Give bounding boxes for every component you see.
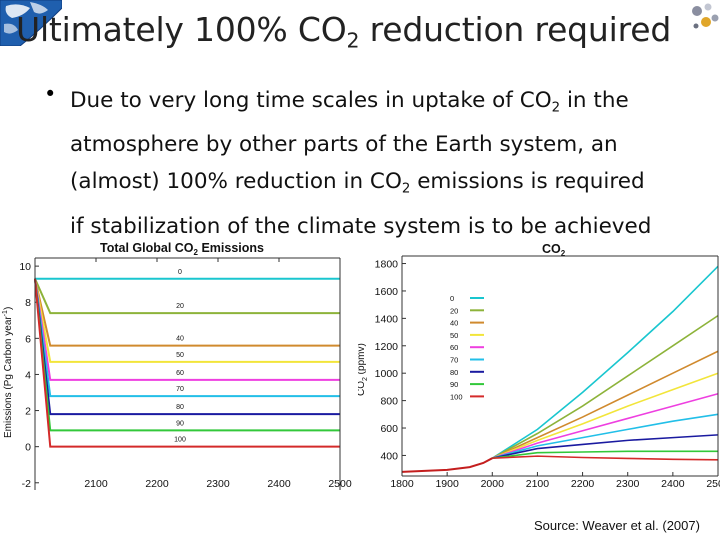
co2-series-line-40 [491,350,719,459]
y-tick-label: 1800 [375,259,399,271]
legend-label: 60 [450,343,458,352]
bullet-text: Due to very long time scales in uptake o… [70,82,700,245]
planets-logo-icon [692,3,719,29]
co2-series-line-0 [491,265,719,459]
x-tick-label: 2300 [206,478,230,490]
x-tick-label: 1800 [390,478,414,490]
y-tick-label: -2 [22,478,31,490]
y-tick-label: 8 [25,297,31,309]
y-tick-label: 6 [25,333,31,345]
co2-series-line-20 [491,314,719,459]
bullet-line-1: Due to very long time scales in uptake o… [70,88,629,116]
emissions-series-label: 20 [176,303,184,310]
bullet-line-3: (almost) 100% reduction in CO2 emissions… [70,169,645,197]
legend-label: 40 [450,319,458,328]
y-tick-label: 1600 [375,286,399,298]
y-tick-label: 1400 [375,313,399,325]
co2-series-line-50 [491,372,719,459]
x-tick-label: 2200 [145,478,169,490]
y-tick-label: 1000 [375,368,399,380]
x-tick-label: 2300 [616,478,640,490]
y-tick-label: 400 [380,450,398,462]
co2-concentration-chart: CO2 CO2 (ppmv) 1800160014001200100080060… [358,242,720,490]
emissions-series-label: 50 [176,352,184,359]
emissions-series-line-20 [34,278,340,315]
co2-historical-line [401,457,493,473]
emissions-series-label: 70 [176,386,184,393]
emissions-series-label: 0 [178,269,182,276]
legend-label: 70 [450,356,458,365]
co2-chart-title: CO2 [542,242,566,258]
co2-y-axis-label: CO2 (ppmv) [358,343,369,396]
y-tick-label: 0 [25,442,31,454]
x-tick-label: 1900 [435,478,459,490]
legend-label: 100 [450,392,463,401]
slide-title: Ultimately 100% CO2 reduction required [16,10,672,53]
y-tick-label: 800 [380,396,398,408]
co2-series-line-80 [492,434,719,459]
y-tick-label: 1200 [375,341,399,353]
x-tick-label: 2000 [481,478,505,490]
x-tick-label: 2100 [526,478,550,490]
co2-series-line-100 [492,455,719,461]
emissions-chart: Total Global CO2 Emissions Emissions (Pg… [2,241,352,490]
emissions-series-label: 90 [176,420,184,427]
legend-label: 90 [450,380,458,389]
bullet-dot-icon: • [44,82,57,106]
bullet-line-2: atmosphere by other parts of the Earth s… [70,132,618,158]
y-tick-label: 2 [25,406,31,418]
x-tick-label: 2400 [661,478,685,490]
bullet-line-4: if stabilization of the climate system i… [70,213,652,239]
emissions-series-line-100 [34,278,340,448]
co2-series-line-90 [492,450,718,459]
emissions-chart-title: Total Global CO2 Emissions [100,241,264,257]
emissions-series-label: 80 [176,404,184,411]
source-citation: Source: Weaver et al. (2007) [534,518,700,533]
x-tick-label: 2500 [706,478,720,490]
emissions-series-label: 40 [176,336,184,343]
co2-series-line-60 [492,392,719,459]
globe-logo-icon [0,0,62,46]
legend-label: 80 [450,368,458,377]
co2-series-line-70 [492,413,719,459]
legend-label: 0 [450,294,454,303]
y-tick-label: 10 [19,261,31,273]
x-tick-label: 2100 [84,478,108,490]
y-tick-label: 4 [25,369,31,381]
x-tick-label: 2200 [571,478,595,490]
emissions-series-label: 60 [176,370,184,377]
emissions-series-label: 100 [174,437,186,444]
x-tick-label: 2400 [267,478,291,490]
legend-label: 20 [450,306,458,315]
y-tick-label: 600 [380,423,398,435]
legend-label: 50 [450,331,458,340]
emissions-y-axis-label: Emissions (Pg Carbon year-1) [2,307,14,438]
